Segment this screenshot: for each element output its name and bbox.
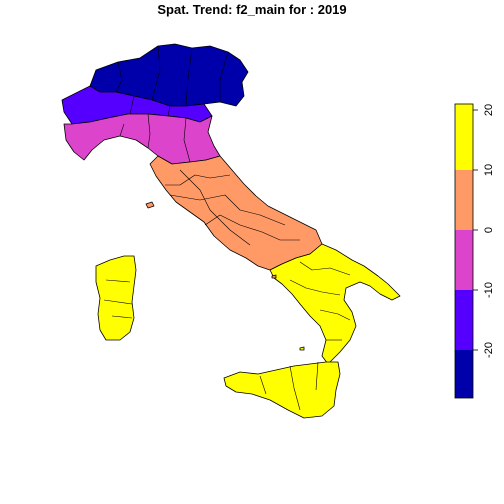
legend-ticks: 20 10 0 -10 -20 bbox=[473, 104, 495, 358]
legend-tick-label: 10 bbox=[483, 164, 495, 176]
island-capri bbox=[271, 274, 277, 279]
legend-bin bbox=[455, 350, 473, 398]
region-sicily bbox=[223, 361, 341, 419]
legend-frame bbox=[454, 103, 474, 399]
legend-tick-label: 20 bbox=[483, 104, 495, 116]
legend-tick-label: 0 bbox=[483, 227, 495, 233]
legend-tick-label: -20 bbox=[483, 342, 495, 358]
region-south bbox=[269, 243, 401, 365]
island-elba bbox=[145, 201, 155, 209]
legend-tick-label: -10 bbox=[483, 282, 495, 298]
province-borders bbox=[103, 45, 351, 411]
legend-bin bbox=[455, 290, 473, 350]
region-central bbox=[149, 155, 323, 271]
legend-bin bbox=[455, 104, 473, 170]
legend-bin bbox=[455, 170, 473, 230]
legend-colorbar bbox=[454, 103, 474, 399]
italy-map bbox=[61, 43, 401, 419]
island-aeolian bbox=[299, 346, 305, 351]
plot-title: Spat. Trend: f2_main for : 2019 bbox=[157, 2, 347, 17]
legend-bin bbox=[455, 230, 473, 290]
region-sardinia bbox=[95, 255, 137, 341]
